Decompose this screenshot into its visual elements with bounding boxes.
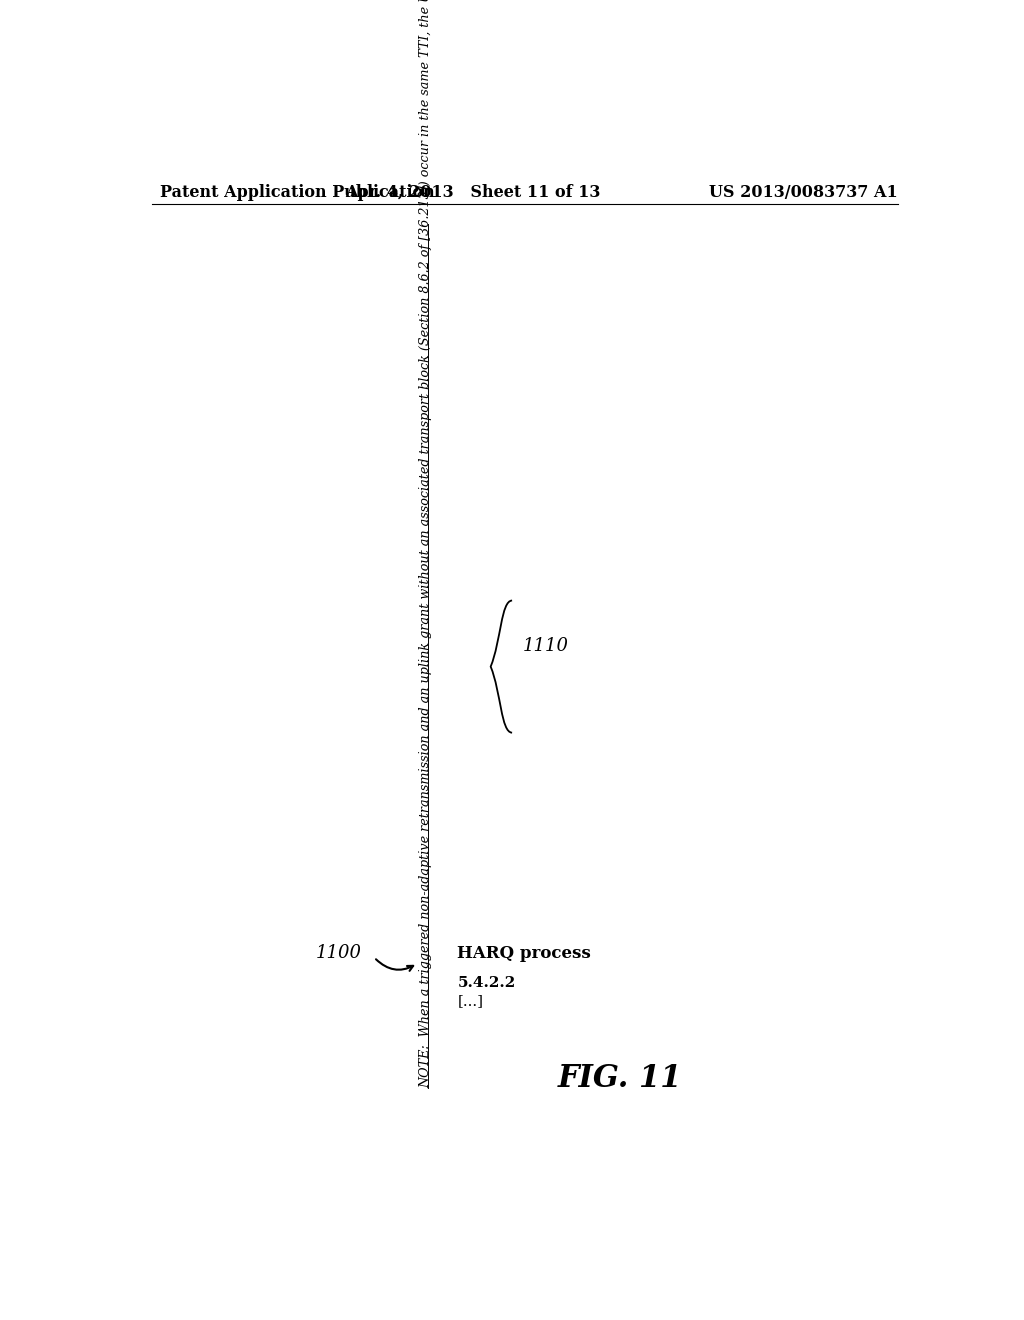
Text: Apr. 4, 2013   Sheet 11 of 13: Apr. 4, 2013 Sheet 11 of 13 xyxy=(345,183,601,201)
Text: 1100: 1100 xyxy=(316,944,362,962)
Text: 1110: 1110 xyxy=(522,638,568,655)
Text: 5.4.2.2: 5.4.2.2 xyxy=(458,975,516,990)
Text: FIG. 11: FIG. 11 xyxy=(558,1063,682,1094)
Text: HARQ process: HARQ process xyxy=(458,945,591,962)
Text: [...]: [...] xyxy=(458,994,483,1008)
Text: Patent Application Publication: Patent Application Publication xyxy=(160,183,434,201)
Text: NOTE:  When a triggered non-adaptive retransmission and an uplink grant without : NOTE: When a triggered non-adaptive retr… xyxy=(419,0,432,1089)
Text: US 2013/0083737 A1: US 2013/0083737 A1 xyxy=(709,183,898,201)
